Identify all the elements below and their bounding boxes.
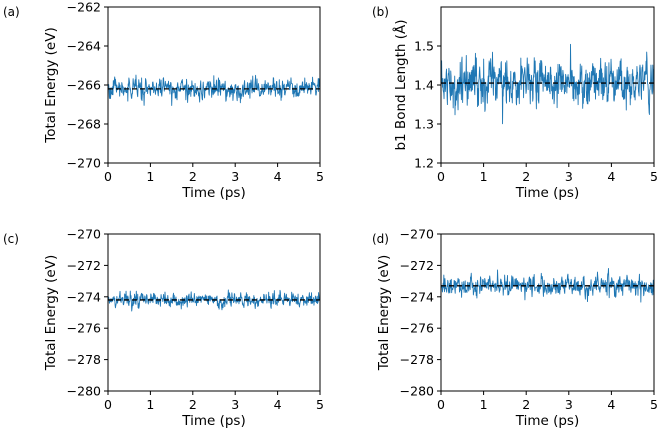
x-tick-label: 2 [189,169,197,184]
x-tick-label: 3 [231,397,239,412]
x-tick-label: 5 [316,397,324,412]
x-tick-label: 4 [274,169,282,184]
x-tick-label: 3 [231,169,239,184]
panel-label: (c) [3,232,19,246]
x-tick-label: 2 [522,169,530,184]
x-tick-label: 5 [650,397,658,412]
y-tick-label: −272 [400,258,434,273]
x-tick-label: 5 [650,169,658,184]
y-tick-label: −278 [400,352,434,367]
series-line [108,74,320,106]
y-tick-label: −280 [400,384,434,399]
series-line [441,43,654,125]
y-tick-label: 1.5 [414,39,434,54]
y-tick-label: −270 [67,156,101,171]
y-tick-label: −270 [400,227,434,242]
y-axis-label: Total Energy (eV) [43,255,59,371]
x-tick-label: 5 [316,169,324,184]
y-tick-label: −270 [67,227,101,242]
y-tick-label: −272 [67,258,101,273]
chart-panel: 0 1 2 3 4 5 −280 −278 −276 −274 −272 −270 Time (ps) T… [3,227,324,430]
x-tick-label: 4 [607,169,615,184]
panel-label: (d) [372,232,389,246]
y-tick-label: 1.4 [414,78,434,93]
panel-label: (a) [3,5,20,19]
y-tick-label: −274 [67,289,101,304]
y-tick-label: −274 [400,289,434,304]
axes-frame [440,233,655,392]
x-tick-label: 0 [104,397,112,412]
x-tick-label: 1 [480,169,488,184]
x-tick-label: 2 [522,397,530,412]
y-axis-label: Total Energy (eV) [43,27,59,143]
x-tick-label: 3 [565,397,573,412]
y-axis-label: Total Energy (eV) [376,255,392,371]
y-tick-label: −266 [67,78,101,93]
x-axis-label: Time (ps) [181,413,245,429]
y-tick-label: −280 [67,384,101,399]
axes-frame [107,233,321,392]
x-tick-label: 4 [274,397,282,412]
x-axis-label: Time (ps) [515,413,579,429]
x-tick-label: 2 [189,397,197,412]
y-tick-label: −268 [67,117,101,132]
y-tick-label: −276 [400,321,434,336]
chart-panel: 0 1 2 3 4 5 −270 −268 −266 −264 −262 Time (ps) Total… [3,0,324,201]
x-tick-label: 1 [146,397,154,412]
y-tick-label: −278 [67,352,101,367]
x-tick-label: 1 [146,169,154,184]
x-tick-label: 3 [565,169,573,184]
y-tick-label: 1.3 [414,117,434,132]
chart-panel: 0 1 2 3 4 5 1.2 1.3 1.4 1.5 Time (ps) b1 Bond Lengt… [372,5,658,201]
panel-label: (b) [372,5,389,19]
y-tick-label: −262 [67,0,101,15]
y-tick-label: −276 [67,321,101,336]
x-axis-label: Time (ps) [515,185,579,201]
x-tick-label: 0 [437,397,445,412]
x-tick-label: 1 [480,397,488,412]
chart-panel: 0 1 2 3 4 5 −280 −278 −276 −274 −272 −270 Time (ps) T… [372,227,658,430]
y-tick-label: 1.2 [414,156,434,171]
x-axis-label: Time (ps) [181,185,245,201]
y-axis-label: b1 Bond Length (Å) [392,19,409,150]
x-tick-label: 0 [437,169,445,184]
x-tick-label: 4 [607,397,615,412]
y-tick-label: −264 [67,39,101,54]
x-tick-label: 0 [104,169,112,184]
